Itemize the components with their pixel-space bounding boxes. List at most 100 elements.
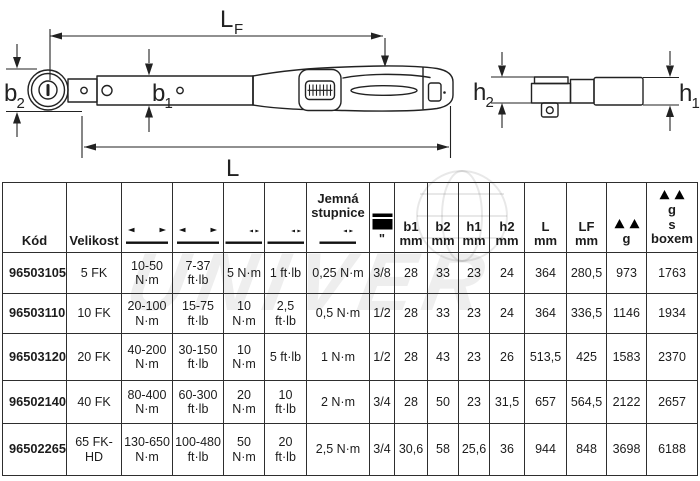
table-cell: 24 [489, 252, 525, 294]
boxed-weight-boxem-label: boxem [651, 231, 693, 247]
grip-slot [350, 84, 418, 96]
col-l: L mm [524, 182, 567, 253]
lf-label: L [220, 6, 233, 33]
table-cell: 2657 [646, 380, 698, 424]
col-b2: b2 mm [427, 182, 459, 253]
col-lf-label: LF [578, 218, 595, 234]
table-cell: 6188 [646, 423, 698, 476]
spec-table: Kód Velikost Jemná stupnice [2, 182, 698, 476]
table-cell: 65 FK-HD [66, 423, 122, 476]
table-cell: 3/8 [369, 252, 395, 294]
table-cell: 20 FK [66, 333, 122, 381]
table-cell: 26 [489, 333, 525, 381]
b1-label: b [152, 80, 165, 107]
fine-scale-label-line1: Jemná [317, 190, 359, 206]
table-cell: 973 [606, 252, 647, 294]
drive-slot [46, 84, 50, 96]
table-cell: 1583 [606, 333, 647, 381]
wrench-side-view [530, 76, 644, 118]
table-cell: 1 ft·lb [264, 252, 307, 294]
table-cell: 100-480 ft·lb [172, 423, 224, 476]
table-cell: 1934 [646, 293, 698, 334]
table-cell: 20-100 N·m [121, 293, 173, 334]
col-kod: Kód [2, 182, 67, 253]
col-l-label: L [541, 218, 550, 234]
table-cell: 10 N·m [223, 333, 265, 381]
table-row: 96503120 20 FK 40-200 N·m 30-150 ft·lb 10 N·… [2, 333, 698, 381]
dimension-b2: b 2 [4, 44, 82, 137]
table-cell: 5 ft·lb [264, 333, 307, 381]
unit-mm: mm [495, 233, 519, 249]
cell-code: 96502140 [2, 380, 67, 424]
col-b1: b1 mm [394, 182, 428, 253]
table-cell: 23 [458, 380, 490, 424]
col-weight-boxed: g s boxem [646, 182, 698, 253]
col-division-ftlb [264, 182, 307, 253]
measuring-range-icon [126, 227, 168, 244]
h1-label: h [679, 80, 692, 107]
b2-sub-label: 2 [17, 95, 25, 112]
table-cell: 23 [458, 293, 490, 334]
cell-code: 96503120 [2, 333, 67, 381]
col-velikost: Velikost [66, 182, 122, 253]
col-drive-inch: " [369, 182, 395, 253]
scale-division-icon [225, 229, 262, 244]
table-cell: 425 [566, 333, 607, 381]
table-cell: 336,5 [566, 293, 607, 334]
l-label: L [226, 155, 239, 182]
table-cell: 24 [489, 293, 525, 334]
b2-label: b [4, 80, 17, 107]
col-b2-label: b2 [435, 218, 451, 234]
lf-sub-label: F [234, 21, 243, 38]
table-cell: 1 N·m [306, 333, 370, 381]
col-b1-label: b1 [403, 218, 419, 234]
table-cell: 1146 [606, 293, 647, 334]
dimension-h2: h 2 [473, 52, 534, 128]
table-cell: 1/2 [369, 293, 395, 334]
fine-scale-label-line2: stupnice [311, 205, 365, 221]
table-cell: 25,6 [458, 423, 490, 476]
table-cell: 1/2 [369, 333, 395, 381]
table-cell: 0,25 N·m [306, 252, 370, 294]
table-cell: 2,5 N·m [306, 423, 370, 476]
cell-code: 96502265 [2, 423, 67, 476]
spec-table-body: 96503105 5 FK 10-50 N·m 7-37 ft·lb 5 N·m 1 ft… [2, 252, 698, 476]
scale-division-icon [319, 229, 356, 244]
weighing-scale-icon [613, 216, 640, 229]
table-cell: 3698 [606, 423, 647, 476]
weighing-scale-icon [659, 187, 685, 200]
table-cell: 20 N·m [223, 380, 265, 424]
table-cell: 848 [566, 423, 607, 476]
table-cell: 23 [458, 333, 490, 381]
col-division-nm [223, 182, 265, 253]
dimension-lf: L F [49, 6, 389, 80]
unit-mm: mm [431, 233, 455, 249]
wrench-top-view [27, 65, 454, 112]
table-cell: 36 [489, 423, 525, 476]
unit-mm: mm [533, 233, 558, 249]
unit-mm: mm [574, 233, 599, 249]
table-row: 96502140 40 FK 80-400 N·m 60-300 ft·lb 20 N·… [2, 380, 698, 424]
h2-sub-label: 2 [486, 94, 494, 111]
table-cell: 280,5 [566, 252, 607, 294]
table-cell: 2122 [606, 380, 647, 424]
table-cell: 20 ft·lb [264, 423, 307, 476]
table-cell: 10-50 N·m [121, 252, 173, 294]
table-cell: 40-200 N·m [121, 333, 173, 381]
col-range-nm [121, 182, 173, 253]
table-cell: 10 ft·lb [264, 380, 307, 424]
table-cell: 28 [394, 333, 428, 381]
table-cell: 50 [427, 380, 459, 424]
table-cell: 944 [524, 423, 567, 476]
col-weight-g: g [606, 182, 647, 253]
col-h2: h2 mm [489, 182, 525, 253]
table-cell: 80-400 N·m [121, 380, 173, 424]
table-row: 96502265 65 FK-HD 130-650 N·m 100-480 ft·lb… [2, 423, 698, 476]
table-cell: 30,6 [394, 423, 428, 476]
table-cell: 657 [524, 380, 567, 424]
table-cell: 513,5 [524, 333, 567, 381]
table-cell: 7-37 ft·lb [172, 252, 224, 294]
table-cell: 28 [394, 293, 428, 334]
col-range-ftlb [172, 182, 224, 253]
table-row: 96503110 10 FK 20-100 N·m 15-75 ft·lb 10 N·m… [2, 293, 698, 334]
